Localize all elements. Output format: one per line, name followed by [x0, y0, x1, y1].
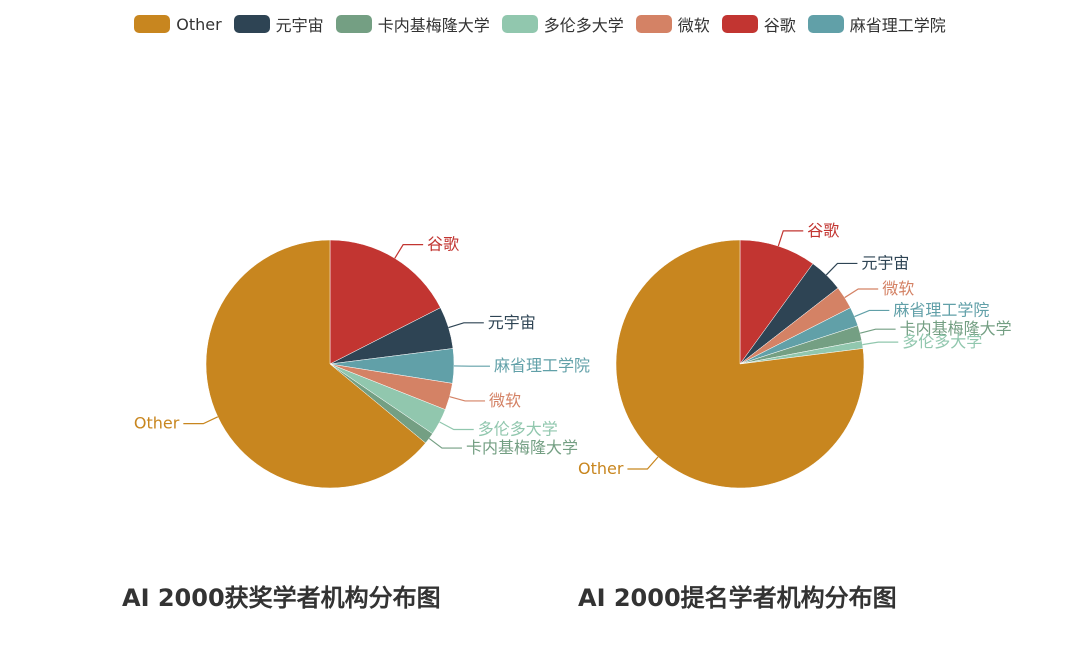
slice-label: 微软	[882, 279, 914, 298]
slice-label: 卡内基梅隆大学	[466, 438, 578, 457]
slice-label: Other	[578, 459, 624, 478]
legend-item[interactable]: 麻省理工学院	[807, 12, 946, 36]
label-leader-line	[183, 416, 219, 425]
label-leader-line	[449, 396, 486, 402]
label-leader-line	[825, 262, 858, 276]
pie-slice[interactable]	[205, 239, 426, 489]
chart-title-nominated: AI 2000提名学者机构分布图	[578, 584, 897, 612]
legend-label: 麻省理工学院	[849, 16, 946, 35]
label-leader-line	[854, 309, 890, 318]
label-leader-line	[627, 456, 659, 470]
pie-slice[interactable]	[329, 239, 441, 365]
pie-slice[interactable]	[615, 239, 865, 489]
legend-swatch	[721, 15, 758, 33]
slice-label: Other	[134, 414, 180, 433]
legend-swatch	[134, 15, 171, 33]
legend-item[interactable]: 微软	[635, 12, 710, 36]
legend-label: 微软	[677, 16, 710, 35]
legend-item[interactable]: 元宇宙	[233, 12, 324, 36]
legend-label: 谷歌	[763, 16, 796, 35]
label-leader-line	[862, 341, 899, 346]
legend-label: Other	[176, 14, 222, 34]
slice-label: 元宇宙	[488, 313, 536, 332]
label-leader-line	[428, 437, 462, 449]
legend-swatch	[635, 15, 672, 33]
slice-label: 麻省理工学院	[494, 356, 590, 375]
legend-swatch	[233, 15, 270, 33]
legend-item[interactable]: Other	[134, 14, 222, 34]
label-leader-line	[448, 322, 484, 329]
slice-label: 多伦多大学	[902, 332, 982, 351]
legend-label: 元宇宙	[275, 16, 324, 35]
legend: Other 元宇宙 卡内基梅隆大学 多伦多大学 微软 谷歌 麻省理工学院	[0, 12, 1080, 36]
label-leader-line	[844, 288, 879, 299]
label-leader-line	[439, 421, 474, 431]
legend-label: 卡内基梅隆大学	[377, 16, 490, 35]
slice-label: 卡内基梅隆大学	[900, 319, 1012, 338]
slice-label: 多伦多大学	[478, 420, 558, 439]
legend-item[interactable]: 谷歌	[721, 12, 796, 36]
legend-label: 多伦多大学	[543, 16, 624, 35]
chart-title-awarded: AI 2000获奖学者机构分布图	[122, 584, 441, 612]
slice-label: 元宇宙	[861, 253, 909, 272]
legend-swatch	[335, 15, 372, 33]
legend-swatch	[807, 15, 844, 33]
legend-item[interactable]: 卡内基梅隆大学	[335, 12, 490, 36]
slice-label: 麻省理工学院	[893, 300, 989, 319]
label-leader-line	[777, 230, 804, 247]
slice-label: 谷歌	[807, 221, 839, 240]
slice-label: 微软	[489, 391, 521, 410]
legend-item[interactable]: 多伦多大学	[501, 12, 624, 36]
label-leader-line	[394, 244, 424, 259]
legend-swatch	[501, 15, 538, 33]
label-leader-line	[859, 328, 896, 334]
slice-label: 谷歌	[427, 235, 459, 254]
pie-slice[interactable]	[739, 239, 814, 365]
